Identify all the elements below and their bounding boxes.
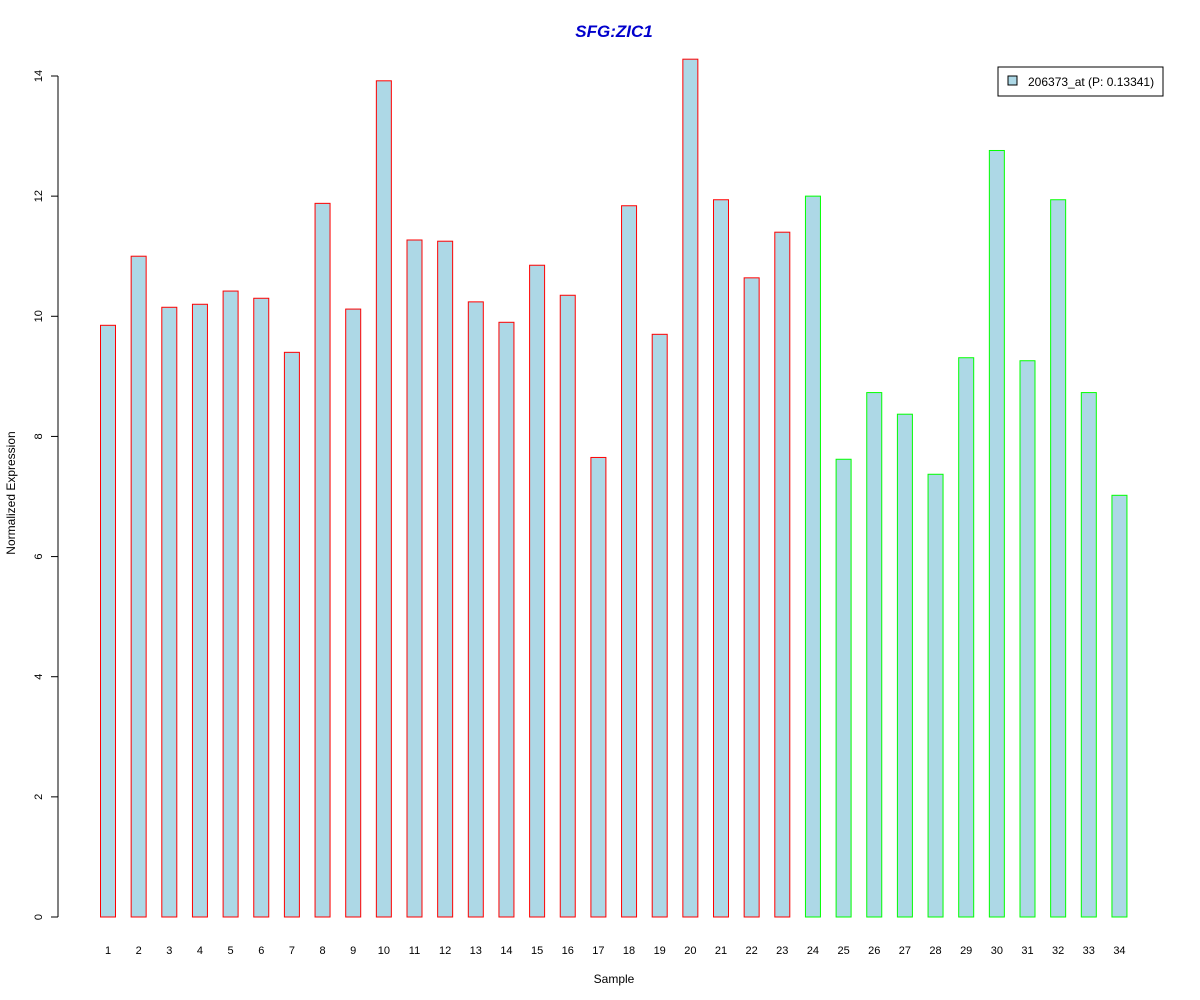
bar xyxy=(896,413,913,918)
x-tick-label: 7 xyxy=(289,945,295,957)
x-tick-label: 6 xyxy=(258,945,264,957)
bar xyxy=(100,324,116,918)
chart-title: SFG:ZIC1 xyxy=(575,22,652,41)
bar xyxy=(1080,392,1097,918)
x-tick-label: 17 xyxy=(592,945,604,957)
bar xyxy=(222,290,239,918)
legend-label: 206373_at (P: 0.13341) xyxy=(1028,75,1154,89)
bar xyxy=(283,351,300,918)
bar xyxy=(958,357,975,918)
x-tick-label: 2 xyxy=(136,945,142,957)
x-tick-label: 32 xyxy=(1052,945,1064,957)
bar xyxy=(191,303,208,918)
bar xyxy=(1050,199,1067,918)
x-tick-label: 34 xyxy=(1113,945,1125,957)
y-tick-label: 4 xyxy=(33,674,45,680)
bar xyxy=(375,80,392,918)
bar xyxy=(743,277,760,918)
bar xyxy=(804,195,821,918)
y-tick-label: 12 xyxy=(33,190,45,202)
x-tick-label: 12 xyxy=(439,945,451,957)
y-axis-label: Normalized Expression xyxy=(4,431,18,554)
x-tick-label: 14 xyxy=(500,945,512,957)
y-tick-label: 10 xyxy=(33,310,45,322)
y-tick-label: 2 xyxy=(33,794,45,800)
bar xyxy=(713,199,729,918)
bar xyxy=(621,205,638,918)
x-tick-label: 27 xyxy=(899,945,911,957)
bar xyxy=(406,239,423,918)
bar xyxy=(559,294,576,918)
x-tick-label: 9 xyxy=(350,945,356,957)
bar xyxy=(1111,494,1128,918)
x-tick-label: 11 xyxy=(409,945,420,957)
x-tick-label: 13 xyxy=(470,945,482,957)
legend-box xyxy=(997,66,1164,97)
x-tick-label: 19 xyxy=(654,945,666,957)
bars-group xyxy=(100,58,1128,918)
bar xyxy=(529,264,546,918)
x-tick-label: 33 xyxy=(1083,945,1095,957)
x-tick-label: 29 xyxy=(960,945,972,957)
y-tick-label: 0 xyxy=(33,914,45,920)
bar xyxy=(1019,360,1036,918)
bar xyxy=(437,240,454,918)
x-tick-label: 18 xyxy=(623,945,635,957)
x-tick-label: 16 xyxy=(562,945,574,957)
bar xyxy=(498,321,515,918)
x-tick-label: 15 xyxy=(531,945,543,957)
x-tick-label: 22 xyxy=(746,945,758,957)
x-tick-label: 10 xyxy=(378,945,390,957)
bar xyxy=(835,458,852,918)
x-tick-label: 5 xyxy=(228,945,234,957)
y-tick-label: 6 xyxy=(33,554,45,560)
y-axis: 0 2 4 6 8 10 12 14 xyxy=(33,70,59,920)
x-tick-label: 1 xyxy=(105,945,111,957)
y-tick-label: 8 xyxy=(33,433,45,439)
y-tick-label: 14 xyxy=(33,70,45,82)
x-tick-label: 31 xyxy=(1021,945,1033,957)
bar xyxy=(682,58,699,918)
bar xyxy=(590,456,607,918)
x-axis-label: Sample xyxy=(594,972,635,986)
bar xyxy=(774,231,791,918)
legend-swatch xyxy=(1007,75,1018,86)
x-tick-label: 20 xyxy=(684,945,696,957)
bar xyxy=(988,149,1005,918)
bar xyxy=(253,297,270,918)
x-tick-label: 8 xyxy=(319,945,325,957)
bar xyxy=(314,202,331,918)
bar xyxy=(345,308,362,918)
x-tick-label: 21 xyxy=(715,945,727,957)
bar xyxy=(161,306,178,918)
bar xyxy=(651,333,668,918)
x-tick-label: 23 xyxy=(776,945,788,957)
bar xyxy=(467,301,484,918)
x-tick-label: 28 xyxy=(929,945,941,957)
bar xyxy=(927,473,944,918)
x-tick-label: 30 xyxy=(991,945,1003,957)
legend: 206373_at (P: 0.13341) xyxy=(997,66,1164,97)
x-tick-labels: 1 2 3 4 5 6 7 8 9 10 11 12 13 14 15 16 17 18 19 20 21 22 23 24 2… xyxy=(105,945,1126,957)
bar xyxy=(130,255,147,918)
x-tick-label: 4 xyxy=(197,945,203,957)
x-tick-label: 25 xyxy=(837,945,849,957)
x-tick-label: 24 xyxy=(807,945,819,957)
x-tick-label: 3 xyxy=(166,945,172,957)
x-tick-label: 26 xyxy=(868,945,880,957)
bar xyxy=(866,392,883,918)
